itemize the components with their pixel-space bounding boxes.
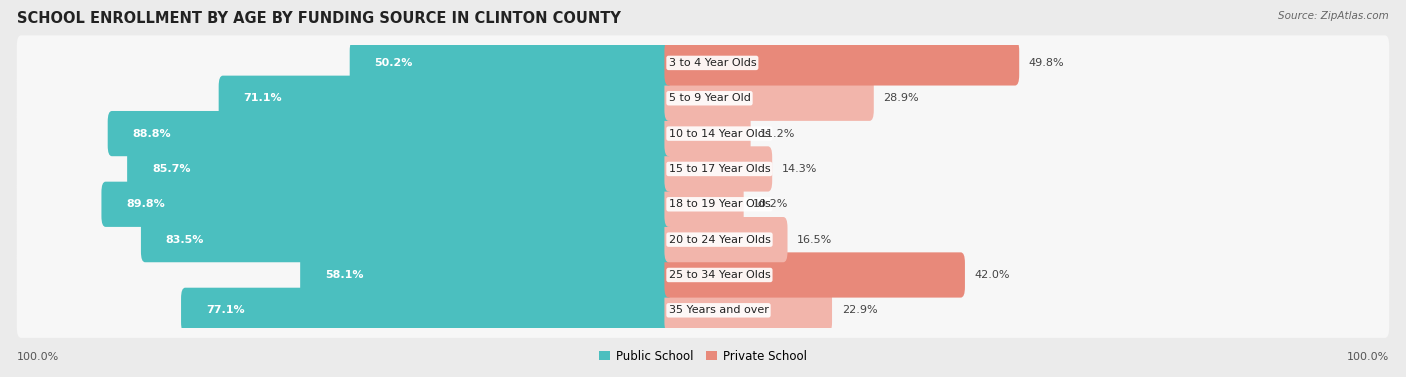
- Text: 10 to 14 Year Olds: 10 to 14 Year Olds: [669, 129, 770, 139]
- FancyBboxPatch shape: [101, 182, 672, 227]
- Text: 14.3%: 14.3%: [782, 164, 817, 174]
- FancyBboxPatch shape: [127, 146, 672, 192]
- FancyBboxPatch shape: [665, 182, 744, 227]
- FancyBboxPatch shape: [141, 217, 672, 262]
- Text: 22.9%: 22.9%: [842, 305, 877, 315]
- Text: Source: ZipAtlas.com: Source: ZipAtlas.com: [1278, 11, 1389, 21]
- FancyBboxPatch shape: [665, 288, 832, 333]
- Text: 88.8%: 88.8%: [132, 129, 172, 139]
- FancyBboxPatch shape: [17, 141, 1389, 196]
- Text: 85.7%: 85.7%: [152, 164, 190, 174]
- FancyBboxPatch shape: [17, 212, 1389, 267]
- FancyBboxPatch shape: [17, 106, 1389, 161]
- FancyBboxPatch shape: [219, 76, 672, 121]
- Text: 50.2%: 50.2%: [374, 58, 413, 68]
- FancyBboxPatch shape: [181, 288, 672, 333]
- Legend: Public School, Private School: Public School, Private School: [593, 345, 813, 367]
- FancyBboxPatch shape: [665, 76, 873, 121]
- Text: 28.9%: 28.9%: [883, 93, 920, 103]
- FancyBboxPatch shape: [17, 35, 1389, 90]
- Text: 11.2%: 11.2%: [761, 129, 796, 139]
- FancyBboxPatch shape: [108, 111, 672, 156]
- FancyBboxPatch shape: [665, 40, 1019, 86]
- Text: 5 to 9 Year Old: 5 to 9 Year Old: [669, 93, 751, 103]
- Text: 77.1%: 77.1%: [205, 305, 245, 315]
- FancyBboxPatch shape: [665, 217, 787, 262]
- Text: 100.0%: 100.0%: [17, 352, 59, 362]
- Text: 49.8%: 49.8%: [1029, 58, 1064, 68]
- FancyBboxPatch shape: [17, 177, 1389, 232]
- Text: 71.1%: 71.1%: [243, 93, 283, 103]
- Text: 18 to 19 Year Olds: 18 to 19 Year Olds: [669, 199, 770, 209]
- Text: 89.8%: 89.8%: [127, 199, 165, 209]
- FancyBboxPatch shape: [350, 40, 672, 86]
- Text: 42.0%: 42.0%: [974, 270, 1010, 280]
- FancyBboxPatch shape: [665, 111, 751, 156]
- Text: 15 to 17 Year Olds: 15 to 17 Year Olds: [669, 164, 770, 174]
- Text: 10.2%: 10.2%: [754, 199, 789, 209]
- FancyBboxPatch shape: [665, 252, 965, 297]
- Text: 35 Years and over: 35 Years and over: [669, 305, 769, 315]
- Text: 25 to 34 Year Olds: 25 to 34 Year Olds: [669, 270, 770, 280]
- FancyBboxPatch shape: [17, 247, 1389, 302]
- Text: 20 to 24 Year Olds: 20 to 24 Year Olds: [669, 234, 770, 245]
- Text: 58.1%: 58.1%: [325, 270, 364, 280]
- Text: SCHOOL ENROLLMENT BY AGE BY FUNDING SOURCE IN CLINTON COUNTY: SCHOOL ENROLLMENT BY AGE BY FUNDING SOUR…: [17, 11, 620, 26]
- FancyBboxPatch shape: [17, 70, 1389, 126]
- FancyBboxPatch shape: [665, 146, 772, 192]
- Text: 100.0%: 100.0%: [1347, 352, 1389, 362]
- Text: 3 to 4 Year Olds: 3 to 4 Year Olds: [669, 58, 756, 68]
- Text: 16.5%: 16.5%: [797, 234, 832, 245]
- Text: 83.5%: 83.5%: [166, 234, 204, 245]
- FancyBboxPatch shape: [17, 283, 1389, 338]
- FancyBboxPatch shape: [299, 252, 672, 297]
